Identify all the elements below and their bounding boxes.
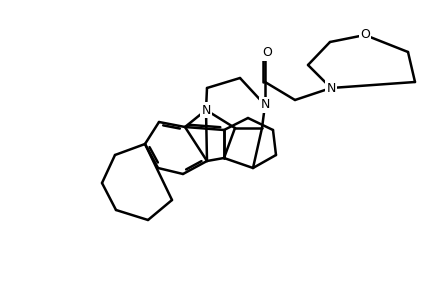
Text: N: N	[201, 104, 211, 116]
Text: N: N	[260, 98, 270, 112]
Text: O: O	[360, 29, 370, 41]
Text: O: O	[262, 47, 272, 59]
Text: N: N	[326, 82, 335, 94]
